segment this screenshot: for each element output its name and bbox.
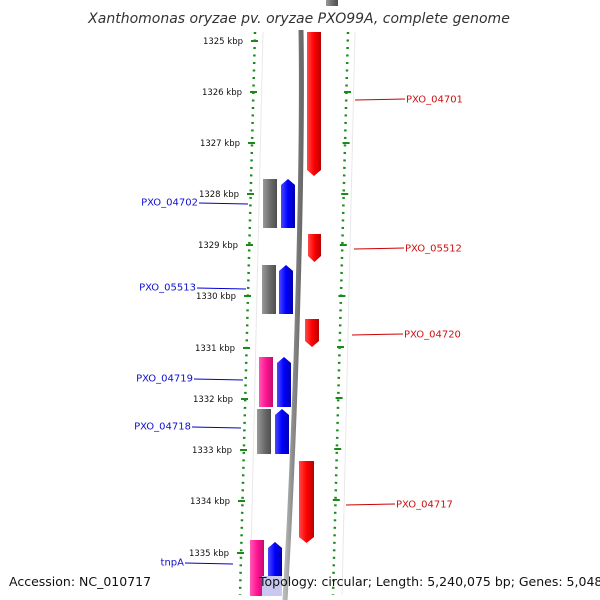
kbp-tick-label: 1327 kbp: [200, 139, 240, 149]
kbp-tick-label: 1326 kbp: [202, 88, 242, 98]
cds-pxo-04717: [299, 461, 314, 543]
left-gene-label: tnpA: [161, 558, 185, 569]
map-title: Xanthomonas oryzae pv. oryzae PXO99A, co…: [87, 11, 510, 27]
right-gene-label: PXO_05512: [405, 244, 462, 255]
accession-text: Accession: NC_010717: [9, 574, 151, 589]
right-gene-label: PXO_04701: [406, 95, 463, 106]
feature-pxo-04719-pink: [259, 357, 273, 407]
cds-pxo-04720: [305, 319, 319, 347]
kbp-tick-label: 1330 kbp: [196, 292, 236, 302]
feature-pxo-05513-gray: [262, 265, 276, 314]
label-group: PXO_04702 PXO_05513 PXO_04719 PXO_04718 tnpA…: [134, 95, 463, 569]
tnpa-overlap-shade: [262, 576, 282, 596]
right-label-leader: [351, 333, 404, 336]
cds-pxo-05512: [308, 234, 321, 262]
kbp-tick-label: 1333 kbp: [192, 446, 232, 456]
left-label-leader: [184, 562, 234, 565]
left-dotted-track: [238, 31, 257, 596]
left-gene-label: PXO_04702: [141, 198, 198, 209]
kbp-tick-group: 1325 kbp 1326 kbp 1327 kbp 1328 kbp 1329 kbp…: [189, 37, 351, 559]
feature-pxo-04718-gray: [257, 409, 271, 454]
kbp-tick-label: 1335 kbp: [189, 549, 229, 559]
left-label-leader: [193, 378, 244, 381]
left-label-leader: [198, 202, 249, 205]
kbp-tick-label: 1329 kbp: [198, 241, 238, 251]
feature-group: [250, 32, 321, 596]
feature-pxo-04702-gray: [263, 179, 277, 228]
left-label-leader: [196, 287, 247, 290]
right-label-leader: [345, 503, 396, 506]
inner-track-line-right: [341, 31, 356, 596]
cds-pxo-04719: [277, 357, 291, 407]
feature-tnpa-pink: [250, 540, 264, 596]
kbp-tick-label: 1331 kbp: [195, 344, 235, 354]
right-label-leader: [353, 247, 405, 250]
cds-pxo-04701: [307, 32, 321, 176]
cds-pxo-04718: [275, 409, 289, 454]
right-dotted-track: [331, 31, 350, 596]
right-gene-label: PXO_04717: [396, 500, 453, 511]
kbp-tick-label: 1328 kbp: [199, 190, 239, 200]
top-gray-feature: [326, 0, 338, 6]
topology-text: Topology: circular; Length: 5,240,075 bp…: [258, 574, 600, 589]
inner-track-line-left: [249, 31, 264, 596]
cds-pxo-05513: [279, 265, 293, 314]
left-gene-label: PXO_05513: [139, 283, 196, 294]
kbp-tick-label: 1334 kbp: [190, 497, 230, 507]
right-gene-label: PXO_04720: [404, 330, 461, 341]
left-gene-label: PXO_04718: [134, 422, 191, 433]
left-gene-label: PXO_04719: [136, 374, 193, 385]
left-label-leader: [191, 426, 242, 429]
chromosome-backbone: [282, 29, 304, 600]
kbp-tick-label: 1325 kbp: [203, 37, 243, 47]
kbp-tick-label: 1332 kbp: [193, 395, 233, 405]
right-label-leader: [354, 98, 406, 101]
cds-pxo-04702: [281, 179, 295, 228]
